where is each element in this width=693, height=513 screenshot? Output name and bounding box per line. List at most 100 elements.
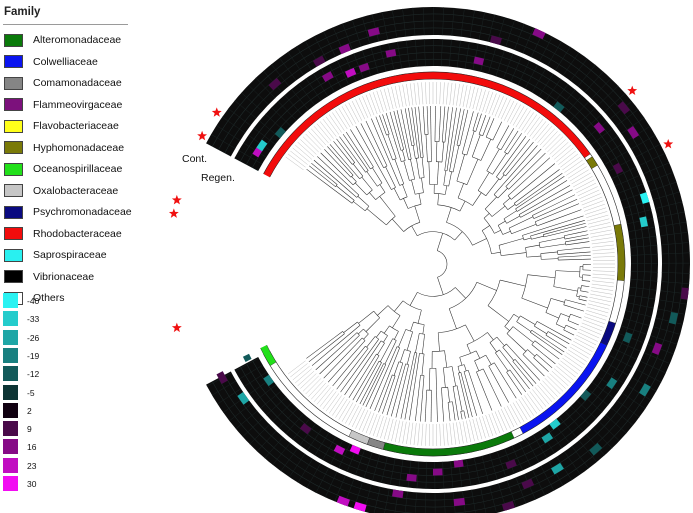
tree-branch [533, 210, 553, 219]
tree-branch [414, 205, 421, 223]
tree-branch [402, 149, 406, 161]
tree-arc [456, 144, 460, 147]
tip-label [586, 310, 608, 317]
tree-leaf-branch [529, 215, 584, 234]
legend-divider [3, 24, 128, 25]
tip-label [569, 346, 589, 359]
tip-label [406, 83, 410, 106]
tip-label [376, 416, 384, 438]
tree-branch [417, 309, 422, 324]
scale-color-cell [3, 457, 18, 473]
inner-ring-spoke [628, 294, 656, 300]
tree-leaf-branch [515, 163, 556, 196]
inner-ring-spoke [284, 94, 303, 116]
tree-branch [563, 304, 577, 309]
tree-leaf-branch [559, 343, 567, 349]
outer-ring-spoke [661, 252, 690, 255]
tree-leaf-branch [306, 337, 335, 359]
heatmap-cell [353, 501, 367, 512]
tree-arc [342, 331, 345, 334]
tip-label [466, 85, 472, 108]
tip-label [362, 96, 372, 117]
inner-ring-spoke [266, 396, 287, 416]
tip-label [556, 365, 574, 381]
tree-branch [373, 355, 380, 366]
outer-ring-spoke [314, 35, 328, 61]
outer-ring-spoke [522, 27, 535, 54]
tip-label [485, 415, 494, 436]
tip-label [297, 142, 315, 158]
tree-leaf-branch [365, 120, 382, 154]
inner-ring-spoke [503, 53, 514, 79]
heatmap-cell [639, 383, 651, 397]
tree-leaf-branch [509, 128, 515, 136]
tree-arc [405, 329, 413, 333]
tip-label [590, 290, 613, 295]
tree-leaf-branch [319, 343, 351, 375]
scale-tick-label: -40 [27, 296, 40, 306]
scale-tick-label: 2 [27, 405, 32, 416]
outer-ring-spoke [661, 281, 690, 284]
tip-label [590, 229, 612, 235]
outer-ring-spoke [611, 407, 634, 426]
tree-branch [415, 333, 420, 353]
tree-leaf-branch [547, 203, 580, 217]
tip-label [459, 84, 464, 107]
tip-label [518, 398, 531, 418]
tip-label [537, 384, 553, 402]
inner-ring-spoke [569, 101, 589, 122]
tree-leaf-branch [460, 383, 470, 418]
tree-branch [408, 129, 413, 146]
tree-branch [491, 205, 506, 217]
tree-branch [366, 360, 380, 384]
tree-branch [478, 123, 484, 135]
tree-arc [489, 336, 498, 343]
outer-ring-spoke [361, 16, 371, 44]
heatmap-cell [580, 389, 592, 402]
tree-branch [333, 331, 343, 339]
legend-label: Vibrionaceae [33, 270, 95, 283]
inner-ring-spoke [305, 78, 322, 101]
inner-ring-spoke [518, 442, 532, 467]
tree-leaf-branch [499, 136, 527, 172]
tree-branch [506, 215, 521, 224]
tree-branch [455, 287, 466, 299]
tree-arc [434, 193, 446, 195]
tip-label [285, 156, 304, 171]
tree-arc [417, 231, 455, 241]
tree-leaf-branch [514, 148, 542, 178]
tree-branch [385, 166, 396, 188]
tree-branch [547, 331, 563, 341]
inner-ring-spoke [336, 60, 349, 85]
tree-branch [565, 238, 581, 243]
tree-branch [444, 148, 448, 171]
inner-ring-spoke [464, 41, 470, 69]
inner-ring-spoke [424, 39, 426, 67]
heatmap-cell [392, 489, 404, 499]
inner-ring-spoke [510, 56, 522, 82]
tree-arc [508, 227, 512, 234]
tree-leaf-branch [359, 384, 371, 405]
tip-label [564, 159, 583, 173]
tip-label [592, 280, 615, 284]
tree-branch [505, 157, 522, 177]
inner-ring-spoke [489, 453, 498, 480]
scale-color-cell [3, 347, 18, 363]
scale-color-cell [3, 293, 18, 308]
tree-branch [539, 243, 566, 249]
tree-leaf-branch [579, 230, 588, 233]
legend-item-psychromonadaceae: Psychromonadaceae [4, 205, 132, 219]
scale-color-cell [3, 402, 18, 418]
inner-ring-spoke [398, 459, 404, 487]
tree-branch [355, 337, 363, 345]
outer-ring-spoke [373, 486, 381, 513]
tree-arc [403, 222, 420, 232]
legend-swatch [4, 248, 23, 262]
tip-label [446, 82, 449, 105]
inner-ring-spoke [244, 371, 268, 387]
tree-arc [443, 366, 453, 369]
tree-leaf-branch [448, 412, 451, 422]
tree-branch [515, 196, 535, 210]
inner-ring-spoke [630, 271, 658, 273]
tree-leaf-branch [548, 344, 563, 355]
